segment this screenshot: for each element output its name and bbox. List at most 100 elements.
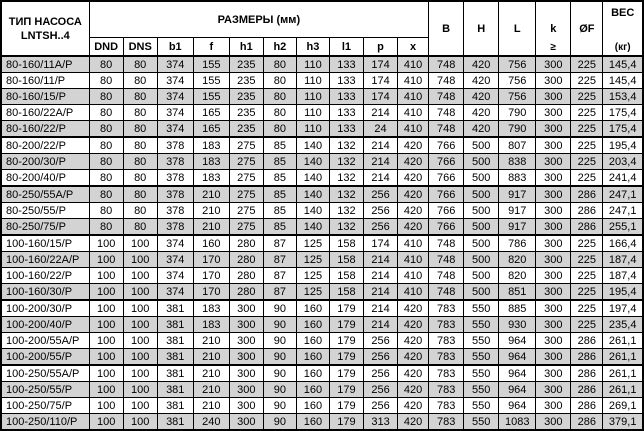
dimension-cell-DND: 80 xyxy=(88,104,124,121)
dimension-cell-b1: 381 xyxy=(156,299,194,317)
dimension-cell-x: 420 xyxy=(397,332,430,349)
dimension-cell-x: 410 xyxy=(397,104,430,121)
pump-type-cell: 80-250/75/P xyxy=(0,218,90,236)
dimension-cell-k: 300 xyxy=(535,153,572,170)
dimension-cell-h2: 80 xyxy=(262,88,297,105)
dimension-cell-ВЕС: 247,1 xyxy=(602,202,644,219)
pump-type-cell: 100-160/22A/P xyxy=(0,251,90,268)
dimension-cell-b1: 378 xyxy=(156,185,194,203)
dimension-cell-ØF: 225 xyxy=(570,283,604,301)
dimension-cell-h3: 140 xyxy=(295,218,330,236)
dimension-cell-ØF: 225 xyxy=(570,251,604,268)
dimension-cell-ВЕС: 175,4 xyxy=(602,120,644,138)
dimension-cell-k: 300 xyxy=(535,120,572,138)
dimension-cell-B: 783 xyxy=(428,364,465,382)
dimension-cell-DNS: 100 xyxy=(122,267,158,284)
dimension-cell-p: 174 xyxy=(362,234,399,252)
dimension-cell-H: 550 xyxy=(463,299,500,317)
table-row: 100-200/55/P 100 100 381 210 300 90 160 179 256 42… xyxy=(0,348,644,366)
dimension-cell-h3: 160 xyxy=(295,299,330,317)
dimension-cell-L: 964 xyxy=(498,332,537,349)
pump-type-cell: 80-160/22/P xyxy=(0,120,90,138)
table-row: 100-250/110/P 100 100 381 240 300 90 160 179 313 4… xyxy=(0,413,644,431)
dimension-cell-h2: 90 xyxy=(262,397,297,414)
dimension-cell-h1: 275 xyxy=(228,218,264,236)
dimension-cell-ØF: 225 xyxy=(570,55,604,73)
pump-type-cell: 100-250/110/P xyxy=(0,413,90,431)
dimension-cell-DNS: 80 xyxy=(122,169,158,187)
dimension-cell-H: 500 xyxy=(463,234,500,252)
dimension-cell-h1: 235 xyxy=(228,72,264,89)
dimension-cell-H: 420 xyxy=(463,55,500,73)
pump-type-cell: 100-200/55/P xyxy=(0,348,90,366)
dimension-cell-DND: 100 xyxy=(88,348,124,366)
dimension-cell-p: 214 xyxy=(362,299,399,317)
dimension-cell-ВЕС: 145,4 xyxy=(602,55,644,73)
dimension-cell-h2: 85 xyxy=(262,169,297,187)
dimension-cell-ØF: 286 xyxy=(570,364,604,382)
dimension-cell-k: 300 xyxy=(535,55,572,73)
dimension-cell-h1: 280 xyxy=(228,251,264,268)
weight-header: ВЕС (кг) xyxy=(602,0,644,57)
dimension-cell-DND: 80 xyxy=(88,153,124,170)
dimensions-header: РАЗМЕРЫ (мм) xyxy=(88,0,430,38)
dimension-cell-B: 783 xyxy=(428,299,465,317)
dimension-cell-f: 210 xyxy=(192,185,230,203)
dimension-cell-h2: 87 xyxy=(262,283,297,301)
dimension-cell-h1: 300 xyxy=(228,348,264,366)
dimension-cell-B: 748 xyxy=(428,120,465,138)
dimension-cell-x: 420 xyxy=(397,348,430,366)
dimension-cell-k: 300 xyxy=(535,104,572,121)
dimension-cell-x: 420 xyxy=(397,381,430,398)
table-row: 80-160/22/P 80 80 374 165 235 80 110 133 24 410 748… xyxy=(0,120,644,138)
dimension-cell-ØF: 225 xyxy=(570,72,604,89)
pump-type-cell: 80-200/40/P xyxy=(0,169,90,187)
dimension-cell-h1: 280 xyxy=(228,234,264,252)
dimension-cell-L: 851 xyxy=(498,283,537,301)
dimension-cell-p: 24 xyxy=(362,120,399,138)
dimension-cell-h1: 300 xyxy=(228,413,264,431)
dimension-cell-h2: 85 xyxy=(262,153,297,170)
dimension-cell-b1: 381 xyxy=(156,413,194,431)
dimension-cell-h1: 280 xyxy=(228,267,264,284)
dimension-cell-h2: 80 xyxy=(262,104,297,121)
dimension-cell-x: 420 xyxy=(397,218,430,236)
dimension-cell-x: 410 xyxy=(397,267,430,284)
dimension-cell-DNS: 100 xyxy=(122,251,158,268)
dimension-cell-f: 155 xyxy=(192,88,230,105)
table-row: 80-250/75/P 80 80 378 210 275 85 140 132 256 420 76… xyxy=(0,218,644,236)
dimension-cell-h1: 300 xyxy=(228,332,264,349)
dimension-cell-h2: 80 xyxy=(262,120,297,138)
dimension-cell-L: 820 xyxy=(498,251,537,268)
dimension-cell-H: 500 xyxy=(463,218,500,236)
pump-type-cell: 80-250/55A/P xyxy=(0,185,90,203)
dimension-cell-l1: 132 xyxy=(328,185,365,203)
dimension-cell-DND: 80 xyxy=(88,88,124,105)
dimension-cell-ØF: 286 xyxy=(570,218,604,236)
table-row: 100-250/75/P 100 100 381 210 300 90 160 179 256 42… xyxy=(0,397,644,414)
table-row: 80-200/40/P 80 80 378 183 275 85 140 132 214 420 76… xyxy=(0,169,644,187)
dimension-cell-B: 748 xyxy=(428,251,465,268)
dimension-cell-b1: 374 xyxy=(156,72,194,89)
dimension-cell-x: 420 xyxy=(397,299,430,317)
dimension-cell-ØF: 286 xyxy=(570,381,604,398)
dimension-cell-h2: 90 xyxy=(262,332,297,349)
dimension-cell-f: 165 xyxy=(192,120,230,138)
dimension-cell-h3: 160 xyxy=(295,381,330,398)
dimension-cell-b1: 381 xyxy=(156,381,194,398)
dimension-cell-l1: 179 xyxy=(328,397,365,414)
dimension-cell-h3: 110 xyxy=(295,120,330,138)
dimension-cell-ВЕС: 203,4 xyxy=(602,153,644,170)
dimension-cell-DND: 80 xyxy=(88,120,124,138)
dimension-cell-h3: 110 xyxy=(295,72,330,89)
dimension-cell-ØF: 225 xyxy=(570,169,604,187)
dimension-cell-l1: 179 xyxy=(328,364,365,382)
table-body: 80-160/11A/P 80 80 374 155 235 80 110 133 174 410 7… xyxy=(0,55,644,431)
pump-type-cell: 100-200/55A/P xyxy=(0,332,90,349)
dimension-cell-p: 214 xyxy=(362,283,399,301)
dimension-cell-DND: 80 xyxy=(88,72,124,89)
dimension-cell-p: 214 xyxy=(362,251,399,268)
table-row: 100-160/22/P 100 100 374 170 280 87 125 158 214 41… xyxy=(0,267,644,284)
dimension-cell-ØF: 286 xyxy=(570,348,604,366)
